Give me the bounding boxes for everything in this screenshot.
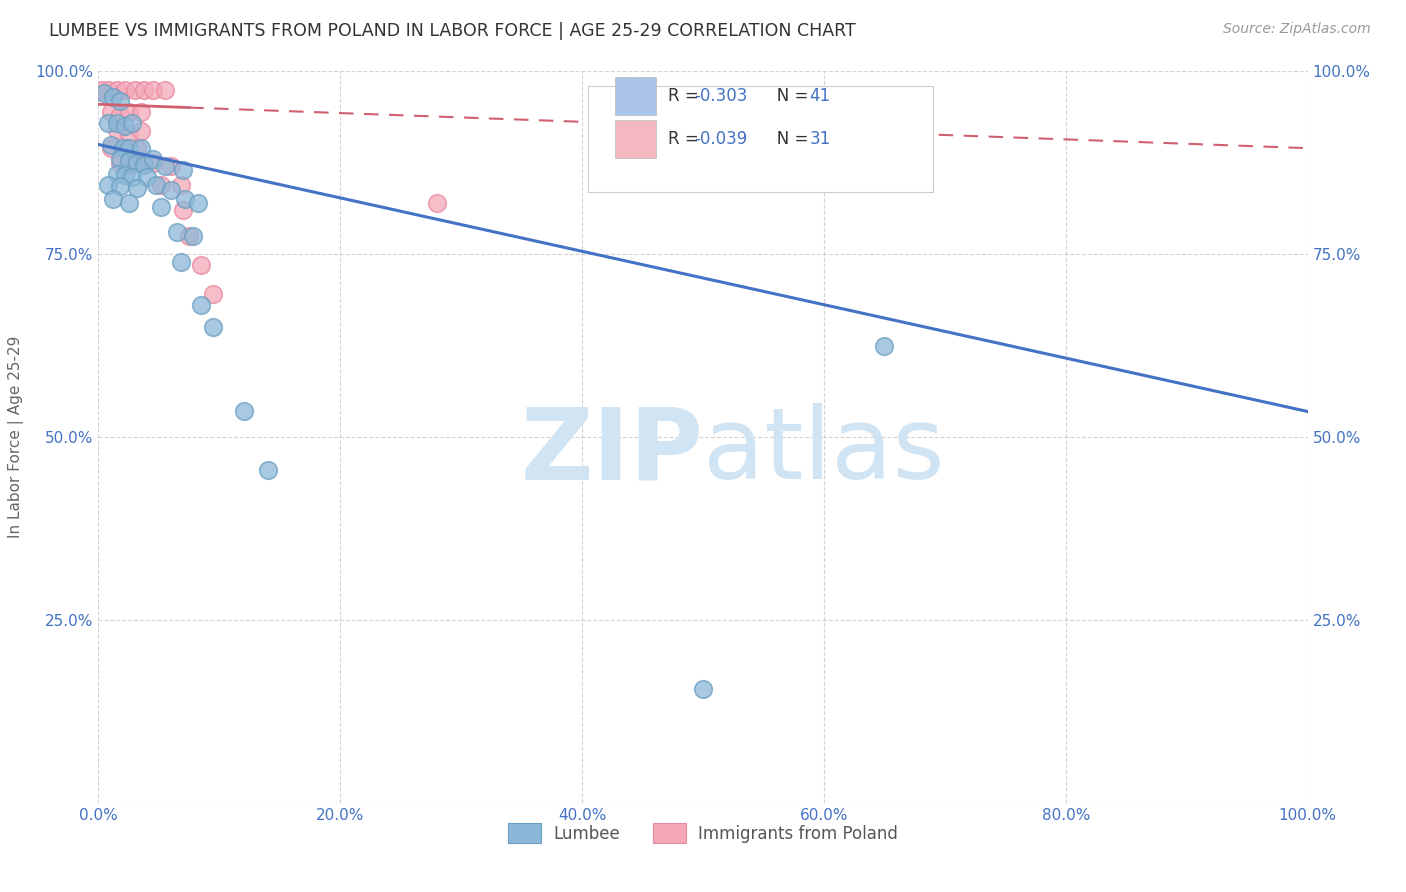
Point	[127, 181, 149, 195]
Text: 41: 41	[810, 87, 831, 105]
Point	[153, 83, 176, 97]
Point	[150, 178, 173, 192]
Point	[121, 170, 143, 185]
Point	[129, 104, 152, 119]
Point	[169, 178, 191, 192]
Point	[97, 83, 120, 97]
Point	[114, 141, 136, 155]
Point	[256, 463, 278, 477]
Point	[108, 156, 131, 170]
Point	[100, 137, 122, 152]
Point	[108, 179, 131, 194]
Point	[118, 104, 141, 119]
Point	[145, 178, 167, 192]
Point	[100, 141, 122, 155]
Point	[91, 83, 114, 97]
Text: N =: N =	[761, 129, 814, 148]
Text: ZIP: ZIP	[520, 403, 703, 500]
Point	[121, 115, 143, 129]
Legend: Lumbee, Immigrants from Poland: Lumbee, Immigrants from Poland	[502, 817, 904, 849]
Point	[118, 127, 141, 141]
Point	[97, 115, 120, 129]
Point	[166, 225, 188, 239]
Point	[124, 83, 146, 97]
Point	[153, 160, 176, 174]
Text: -0.039: -0.039	[695, 129, 748, 148]
Point	[692, 682, 714, 697]
Point	[150, 200, 173, 214]
Point	[134, 83, 156, 97]
Point	[190, 258, 212, 272]
Point	[121, 158, 143, 172]
Text: Source: ZipAtlas.com: Source: ZipAtlas.com	[1223, 22, 1371, 37]
Point	[101, 90, 124, 104]
Point	[114, 168, 136, 182]
Point	[93, 87, 115, 101]
Point	[426, 196, 449, 211]
Point	[142, 83, 165, 97]
Point	[105, 83, 128, 97]
Point	[134, 156, 156, 170]
Point	[108, 94, 131, 108]
Point	[101, 193, 124, 207]
Point	[114, 83, 136, 97]
Point	[134, 158, 156, 172]
Text: N =: N =	[761, 87, 814, 105]
Point	[190, 298, 212, 312]
Point	[179, 228, 201, 243]
Point	[169, 254, 191, 268]
Point	[202, 287, 225, 301]
Point	[873, 338, 896, 352]
Point	[108, 152, 131, 166]
Text: R =: R =	[668, 87, 704, 105]
Point	[135, 170, 157, 185]
Point	[172, 163, 194, 178]
Point	[174, 193, 197, 207]
FancyBboxPatch shape	[614, 120, 655, 158]
Point	[127, 141, 149, 155]
Point	[160, 183, 183, 197]
FancyBboxPatch shape	[588, 86, 932, 192]
Point	[202, 320, 225, 334]
Point	[142, 156, 165, 170]
Point	[118, 153, 141, 168]
Y-axis label: In Labor Force | Age 25-29: In Labor Force | Age 25-29	[8, 336, 24, 538]
Text: -0.303: -0.303	[695, 87, 748, 105]
Point	[118, 196, 141, 211]
Point	[127, 156, 149, 170]
Point	[105, 115, 128, 129]
Point	[160, 160, 183, 174]
Point	[114, 119, 136, 133]
FancyBboxPatch shape	[614, 78, 655, 115]
Point	[97, 178, 120, 192]
Point	[873, 170, 896, 185]
Point	[108, 108, 131, 122]
Point	[118, 141, 141, 155]
Point	[172, 203, 194, 218]
Point	[105, 123, 128, 137]
Point	[181, 228, 204, 243]
Point	[142, 152, 165, 166]
Text: 31: 31	[810, 129, 831, 148]
Text: R =: R =	[668, 129, 704, 148]
Point	[129, 141, 152, 155]
Point	[187, 196, 209, 211]
Point	[100, 104, 122, 119]
Point	[232, 404, 254, 418]
Point	[111, 141, 134, 155]
Text: LUMBEE VS IMMIGRANTS FROM POLAND IN LABOR FORCE | AGE 25-29 CORRELATION CHART: LUMBEE VS IMMIGRANTS FROM POLAND IN LABO…	[49, 22, 856, 40]
Point	[105, 167, 128, 181]
Text: atlas: atlas	[703, 403, 945, 500]
Point	[129, 124, 152, 138]
